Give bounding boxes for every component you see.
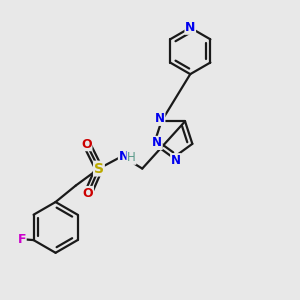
Text: N: N bbox=[152, 136, 162, 149]
Text: O: O bbox=[81, 138, 92, 151]
Text: H: H bbox=[127, 151, 136, 164]
Text: F: F bbox=[18, 233, 26, 246]
Text: N: N bbox=[118, 150, 129, 163]
Text: O: O bbox=[83, 187, 93, 200]
Text: N: N bbox=[185, 21, 195, 34]
Text: N: N bbox=[171, 154, 181, 167]
Text: N: N bbox=[155, 112, 165, 125]
Text: S: S bbox=[94, 162, 104, 176]
